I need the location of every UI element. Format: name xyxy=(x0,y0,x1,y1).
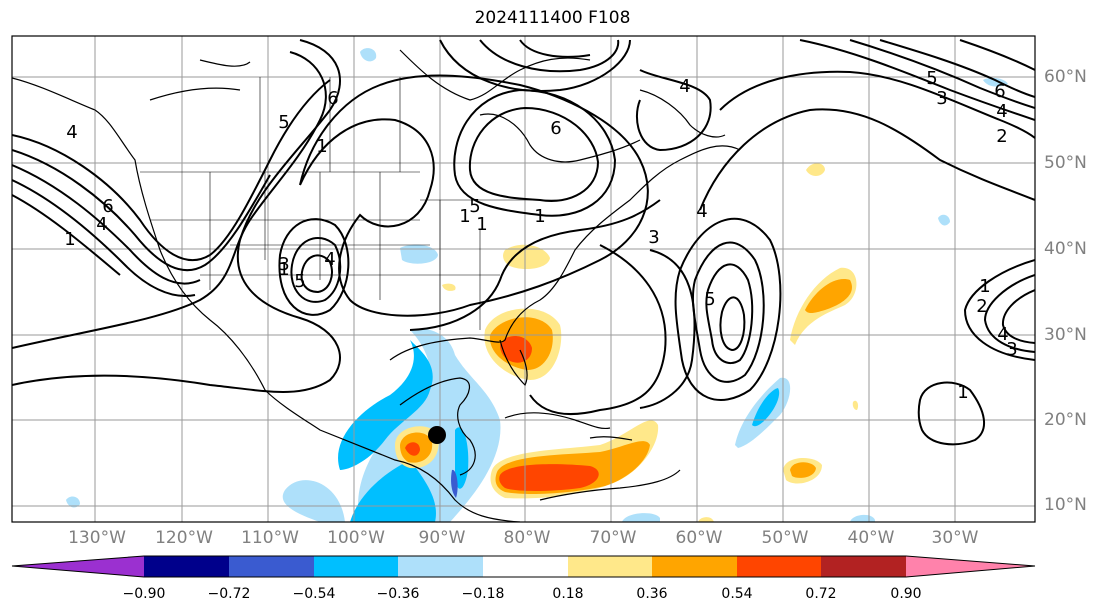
contour-label: 3 xyxy=(1006,339,1017,360)
contour-label: 6 xyxy=(102,196,113,217)
contour-label: 4 xyxy=(66,122,77,143)
colorbar-tick: 0.36 xyxy=(636,586,668,602)
shade-lightblue-sw xyxy=(66,496,80,508)
shade-orange-atlantic-dot xyxy=(790,462,816,478)
contour-label: 6 xyxy=(327,88,338,109)
contour-label: 4 xyxy=(96,214,107,235)
lon-label: 50°W xyxy=(761,528,809,548)
shade-lightblue-s1 xyxy=(622,513,660,522)
lat-label: 60°N xyxy=(1044,67,1087,87)
colorbar-tick: −0.90 xyxy=(122,586,166,602)
contour-label: 5 xyxy=(469,196,480,217)
shade-yellow-s3 xyxy=(698,517,714,522)
lat-label: 30°N xyxy=(1044,325,1087,345)
colorbar-bin xyxy=(229,556,314,577)
colorbar-tick: −0.72 xyxy=(207,586,251,602)
contour-label: 6 xyxy=(550,118,561,139)
contour-label: 5 xyxy=(704,289,715,310)
contour-label: 6 xyxy=(994,81,1005,102)
lon-label: 40°W xyxy=(847,528,895,548)
contour-label: 4 xyxy=(679,76,690,97)
colorbar-bin xyxy=(314,556,398,577)
shade-blue-atl xyxy=(752,388,780,427)
shade-blue-mexico xyxy=(338,340,436,522)
shade-lightblue-north3 xyxy=(938,214,950,226)
contour-label: 4 xyxy=(996,101,1007,122)
lon-label: 70°W xyxy=(589,528,637,548)
lat-label: 40°N xyxy=(1044,239,1087,259)
lon-label: 80°W xyxy=(503,528,551,548)
height-contours xyxy=(12,39,1035,446)
contour-label: 4 xyxy=(997,324,1008,345)
contour-label: 1 xyxy=(316,136,327,157)
lon-label: 130°W xyxy=(68,528,126,548)
lat-label: 10°N xyxy=(1044,495,1087,515)
map-frame xyxy=(11,35,1036,523)
contour-label: 3 xyxy=(648,227,659,248)
shade-yellow-midatlantic xyxy=(503,244,550,270)
storm-center-marker xyxy=(428,426,446,444)
colorbar-tick: 0.72 xyxy=(805,586,837,602)
contour-label: 1 xyxy=(476,214,487,235)
contour-label: 1 xyxy=(459,206,470,227)
contour-label: 4 xyxy=(324,249,335,270)
colorbar-tick: 0.54 xyxy=(721,586,753,602)
contour-label: 1 xyxy=(957,382,968,403)
contour-label: 1 xyxy=(64,229,75,250)
colorbar-tick: 0.90 xyxy=(890,586,922,602)
colorbar xyxy=(11,555,1036,578)
lon-label: 120°W xyxy=(155,528,213,548)
colorbar-bin xyxy=(652,556,737,577)
shade-lightblue-north2 xyxy=(983,77,1008,87)
contour-label: 5 xyxy=(294,271,305,292)
lon-label: 90°W xyxy=(418,528,466,548)
contour-label-group: 5 6 4 1 6 4 1 1 6 4 5 3 2 1 6 5 4 1 4 3 … xyxy=(64,68,1017,403)
lon-label: 60°W xyxy=(675,528,723,548)
shade-yellow-carolina xyxy=(442,283,456,291)
shade-red-florida xyxy=(500,335,532,363)
contour-label: 1 xyxy=(278,259,289,280)
contour-label: 1 xyxy=(979,276,990,297)
contour-label: 2 xyxy=(976,296,987,317)
shading-layer xyxy=(66,48,1008,522)
shade-light-blue-mexico xyxy=(282,328,501,522)
colorbar-bin xyxy=(737,556,821,577)
shade-lightblue-north1 xyxy=(360,48,377,62)
contour-label: 3 xyxy=(936,88,947,109)
shade-lightblue-lakes xyxy=(400,244,438,264)
shade-orange-atlantic-east xyxy=(805,279,852,314)
colorbar-outline xyxy=(11,555,1036,578)
shade-yellow-small xyxy=(852,400,859,410)
colorbar-bin xyxy=(144,556,229,577)
lon-label: 110°W xyxy=(241,528,299,548)
shade-lightblue-s2 xyxy=(850,514,875,522)
lat-label: 20°N xyxy=(1044,410,1087,430)
lon-label: 30°W xyxy=(931,528,979,548)
colorbar-bin xyxy=(398,556,483,577)
colorbar-extend-high xyxy=(906,556,1035,577)
shade-red-caribbean xyxy=(499,464,599,491)
contour-label: 5 xyxy=(926,68,937,89)
map-title: 2024111400 F108 xyxy=(474,8,631,28)
colorbar-bin xyxy=(483,556,568,577)
shade-yellow-north xyxy=(806,163,825,176)
shade-red-mexico xyxy=(405,442,420,456)
colorbar-tick: 0.18 xyxy=(552,586,584,602)
colorbar-tick: −0.18 xyxy=(461,586,505,602)
graticule xyxy=(12,36,1035,522)
contour-label: 1 xyxy=(534,206,545,227)
contour-label: 5 xyxy=(278,112,289,133)
colorbar-tick: −0.36 xyxy=(376,586,420,602)
colorbar-bin xyxy=(568,556,652,577)
contour-label: 2 xyxy=(996,126,1007,147)
colorbar-tick: −0.54 xyxy=(292,586,336,602)
contour-label: 4 xyxy=(696,201,707,222)
lon-label: 100°W xyxy=(327,528,385,548)
shade-darkblue-honduras xyxy=(451,469,458,498)
colorbar-extend-low xyxy=(12,556,144,577)
colorbar-bin xyxy=(821,556,906,577)
lat-label: 50°N xyxy=(1044,153,1087,173)
contour-label: 3 xyxy=(278,254,289,275)
